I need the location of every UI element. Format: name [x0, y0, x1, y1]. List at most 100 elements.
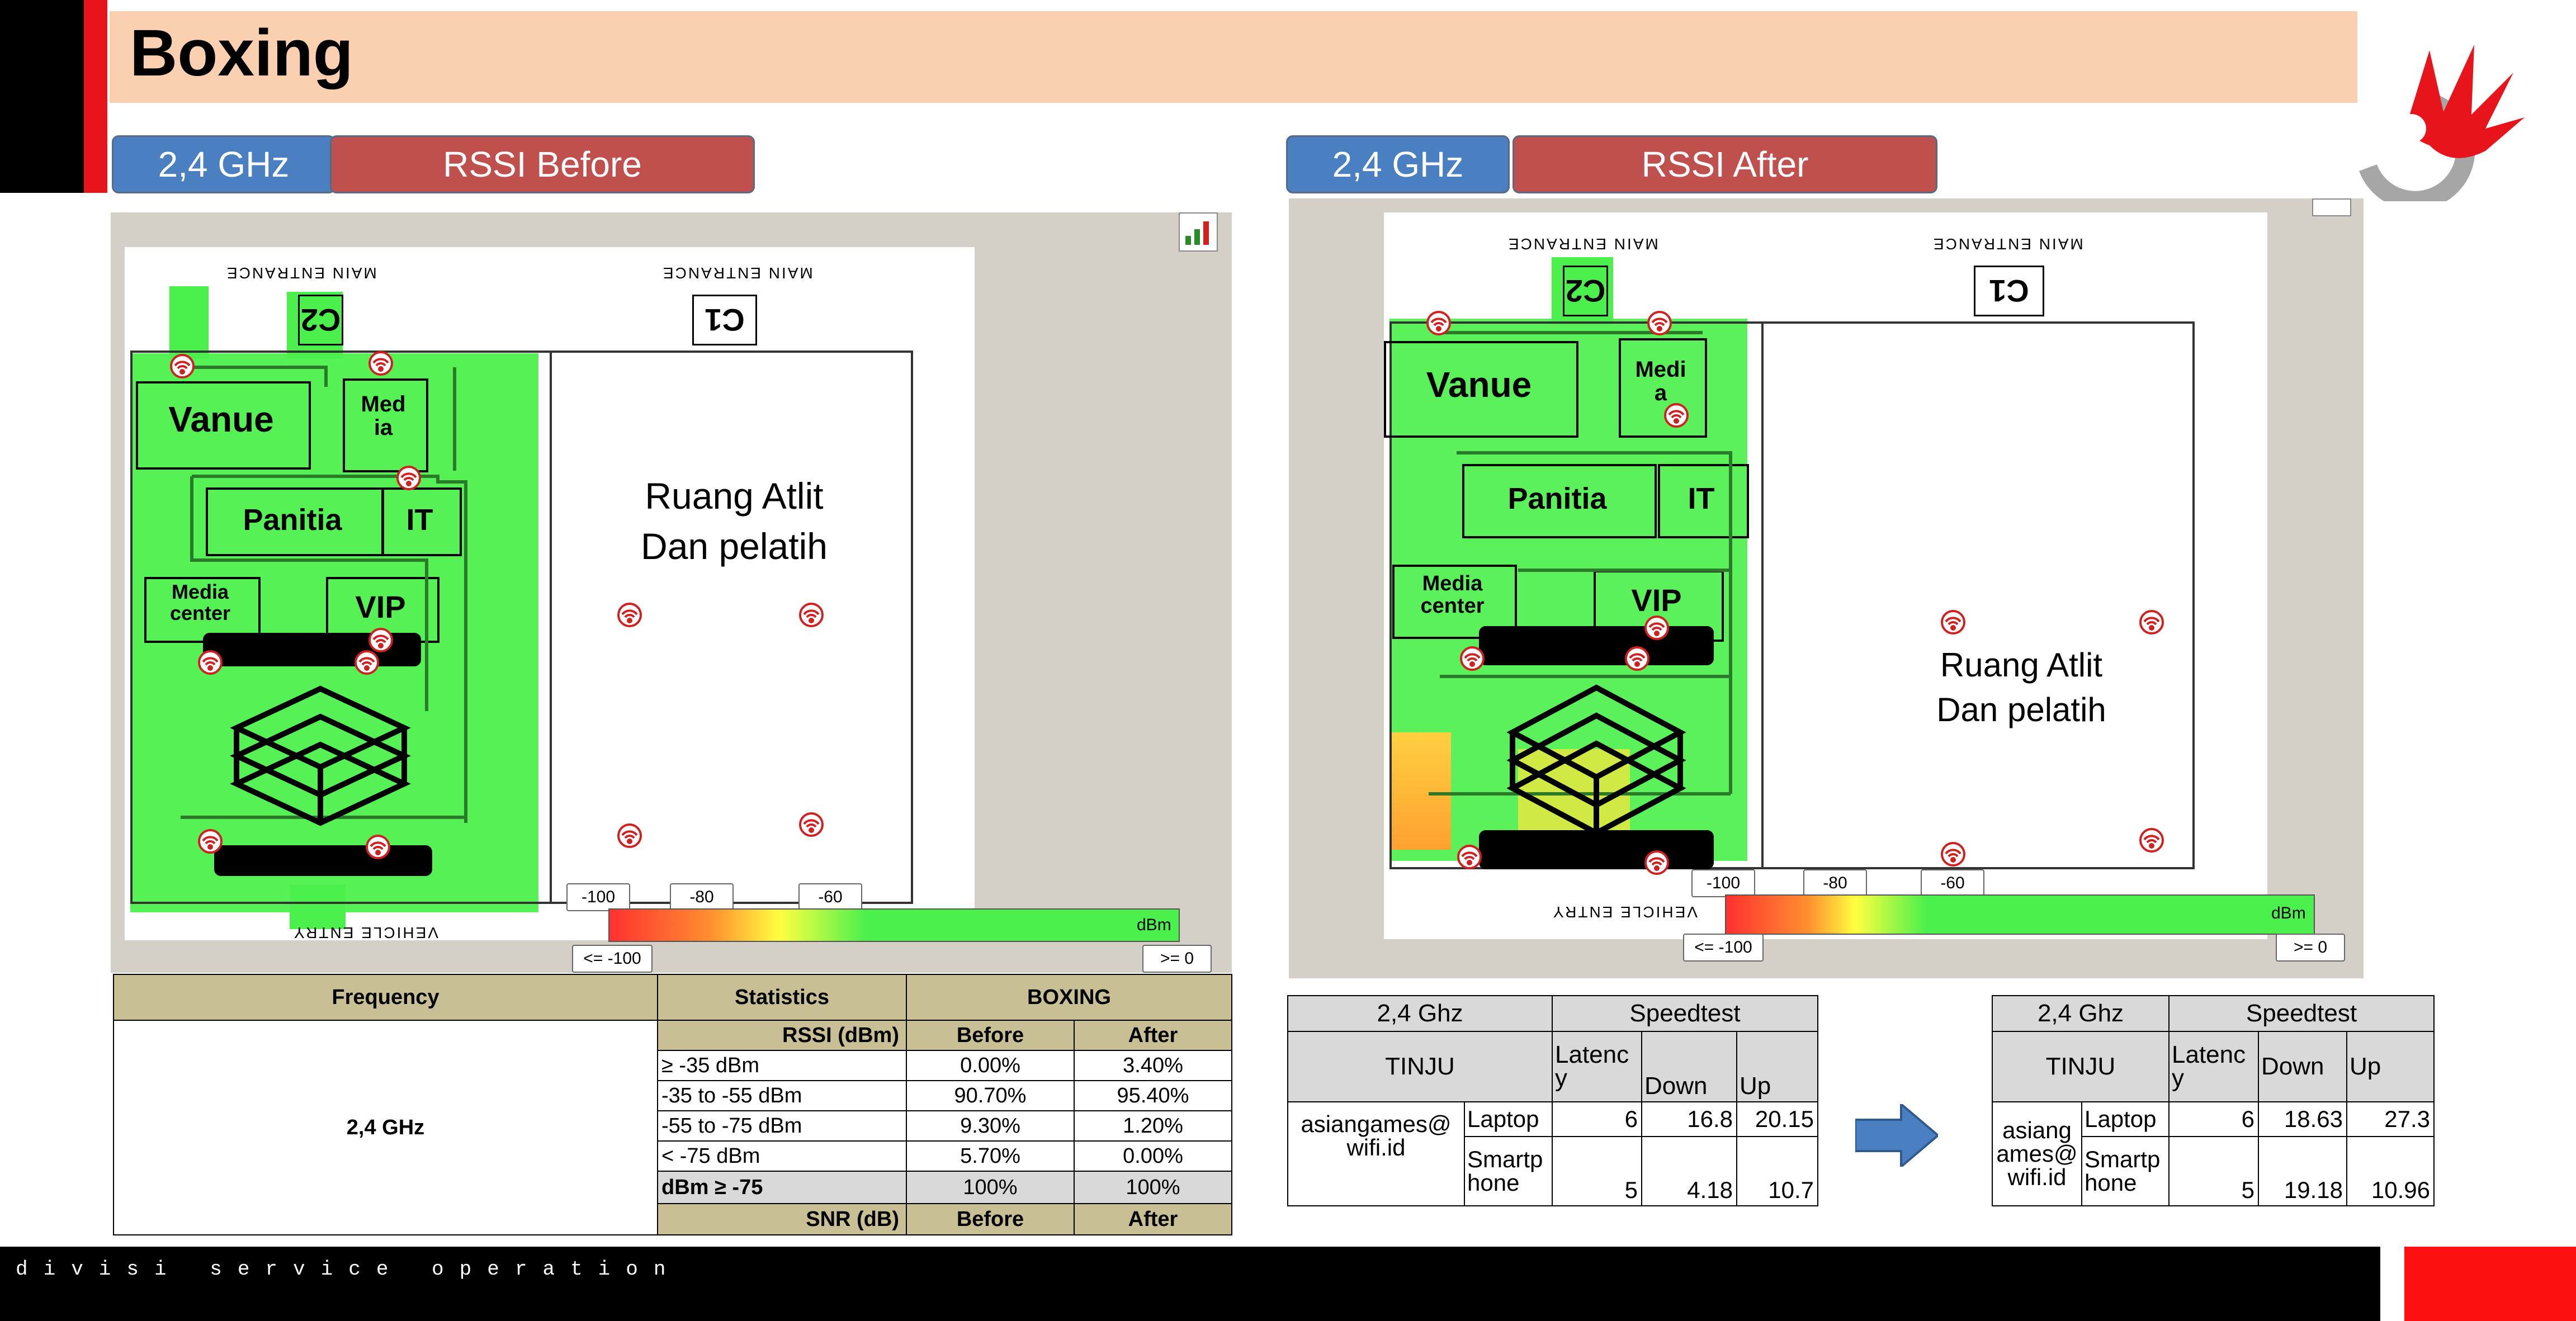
corridor-lines	[181, 366, 467, 823]
before-map-panel: MAIN ENTRANCE MAIN ENTRANCE VEHICLE ENTR…	[111, 212, 1232, 973]
speed-ssid: asiang ames@ wifi.id	[1992, 1101, 2082, 1206]
table-row-label: ≥ -35 dBm	[657, 1050, 907, 1081]
speed-down: 4.18	[1641, 1136, 1737, 1206]
speed-up: 10.96	[2346, 1136, 2435, 1206]
vehicle-entry-label: VEHICLE ENTRY	[292, 924, 438, 941]
sidebar-black-block	[0, 0, 84, 193]
hall-label: Ruang Atlit Dan pelatih	[641, 475, 828, 567]
main-entrance-label: MAIN ENTRANCE	[661, 264, 813, 282]
wifi-ap-icon	[1941, 842, 1965, 867]
chart-icon[interactable]	[2312, 198, 2351, 216]
table-row-label: -35 to -55 dBm	[657, 1080, 907, 1111]
room-vanue	[136, 381, 311, 470]
table-cell-before: 0.00%	[906, 1050, 1075, 1081]
speed-header-down: Down	[1641, 1031, 1737, 1102]
wifi-ap-icon	[1644, 615, 1669, 640]
speed-header-freq: 2,4 Ghz	[1287, 995, 1553, 1032]
room-vanue	[1384, 341, 1578, 438]
scale-tick: -100	[1691, 869, 1755, 897]
room-media-center	[144, 577, 261, 643]
speed-header-speedtest: Speedtest	[1552, 995, 1818, 1032]
wifi-ap-icon	[1625, 646, 1649, 671]
page-title: Boxing	[130, 16, 353, 90]
scale-high: >= 0	[2276, 934, 2345, 962]
speed-device: Laptop	[1464, 1101, 1553, 1137]
table-cell-frequency: 2,4 GHz	[113, 1020, 658, 1235]
speed-venue: TINJU	[1287, 1031, 1553, 1102]
scale-unit: dBm	[2271, 904, 2306, 922]
speed-down: 18.63	[2258, 1101, 2347, 1137]
wifi-ap-icon	[1460, 646, 1485, 671]
wifi-ap-icon	[2139, 828, 2164, 853]
scale-tick: -60	[798, 883, 862, 911]
wifi-ap-icon	[1457, 845, 1482, 869]
wifi-ap-icon	[617, 823, 642, 848]
table-subheader-before: Before	[906, 1020, 1075, 1051]
table-cell-before: 90.70%	[906, 1080, 1075, 1111]
table-cell-before: 5.70%	[906, 1140, 1075, 1172]
speed-header-freq: 2,4 Ghz	[1992, 995, 2169, 1032]
speed-header-up: Up	[2346, 1031, 2435, 1102]
coverage-area	[287, 292, 343, 359]
scale-tick: -80	[1803, 869, 1867, 897]
wifi-ap-icon	[198, 829, 223, 854]
rssi-stats-table: Frequency Statistics BOXING 2,4 GHz RSSI…	[113, 974, 1232, 1235]
boxing-ring-icon	[203, 633, 432, 876]
room-media-center-label: Media center	[1420, 572, 1485, 618]
rssi-color-scale	[608, 908, 1180, 942]
room-media	[1619, 338, 1707, 438]
scale-tick: -100	[566, 883, 630, 911]
scale-low: <= -100	[572, 945, 653, 973]
speed-header-latency: Latenc y	[1552, 1031, 1642, 1102]
room-media-center	[1392, 565, 1517, 639]
table-row-label: -55 to -75 dBm	[657, 1110, 907, 1142]
speedtest-after-table: 2,4 Ghz Speedtest TINJU Latenc y Down Up…	[1992, 995, 2435, 1206]
room-vanue-label: Vanue	[168, 399, 274, 439]
coverage-area	[1552, 257, 1613, 324]
room-vanue-label: Vanue	[1426, 364, 1532, 405]
speed-header-speedtest: Speedtest	[2168, 995, 2435, 1032]
speed-down: 19.18	[2258, 1136, 2347, 1206]
after-floor-plan: MAIN ENTRANCE MAIN ENTRANCE VEHICLE ENTR…	[1384, 212, 2267, 939]
wifi-ap-icon	[198, 650, 223, 675]
wifi-ap-icon	[355, 650, 379, 675]
table-cell-before: 9.30%	[906, 1110, 1075, 1142]
scale-tick: -80	[670, 883, 734, 911]
room-media-label: Medi a	[1635, 357, 1686, 405]
freq-badge-before: 2,4 GHz	[112, 135, 335, 193]
building-outline	[130, 351, 913, 904]
footer-text: divisi service operation	[16, 1258, 682, 1281]
wifi-ap-icon	[1647, 311, 1672, 335]
room-panitia-label: Panitia	[1507, 482, 1607, 515]
table-subheader-rssi: RSSI (dBm)	[657, 1020, 907, 1051]
wifi-ap-icon	[366, 835, 390, 859]
chart-icon[interactable]	[1179, 212, 1218, 252]
room-vip-label: VIP	[1631, 583, 1682, 618]
table-cell-after: 0.00%	[1074, 1140, 1232, 1172]
room-media	[343, 378, 428, 472]
main-entrance-label: MAIN ENTRANCE	[1932, 235, 2083, 253]
room-it-label: IT	[406, 503, 433, 537]
speed-ssid: asiangames@ wifi.id	[1287, 1101, 1465, 1206]
speed-device: Laptop	[2081, 1101, 2169, 1137]
room-it-label: IT	[1688, 482, 1715, 515]
table-cell-after: 1.20%	[1074, 1110, 1232, 1142]
speed-up: 10.7	[1736, 1136, 1818, 1206]
gate-c1: C1	[1974, 266, 2044, 316]
footer-bar	[0, 1247, 2380, 1321]
room-vip-label: VIP	[355, 589, 406, 624]
table-subheader-after: After	[1074, 1020, 1232, 1051]
speed-device: Smartp hone	[2081, 1136, 2169, 1206]
wifi-ap-icon	[396, 466, 421, 490]
weak-coverage-area	[1389, 732, 1451, 850]
table-subheader-snr: SNR (dB)	[657, 1203, 907, 1235]
speed-header-up: Up	[1736, 1031, 1818, 1102]
table-row-label: < -75 dBm	[657, 1140, 907, 1172]
table-cell-after: 3.40%	[1074, 1050, 1232, 1081]
wifi-ap-icon	[2139, 610, 2164, 635]
coverage-area	[169, 286, 209, 359]
speed-latency: 5	[2168, 1136, 2259, 1206]
wifi-ap-icon	[1664, 403, 1689, 428]
speed-up: 20.15	[1736, 1101, 1818, 1137]
table-cell-after: 100%	[1074, 1171, 1232, 1204]
